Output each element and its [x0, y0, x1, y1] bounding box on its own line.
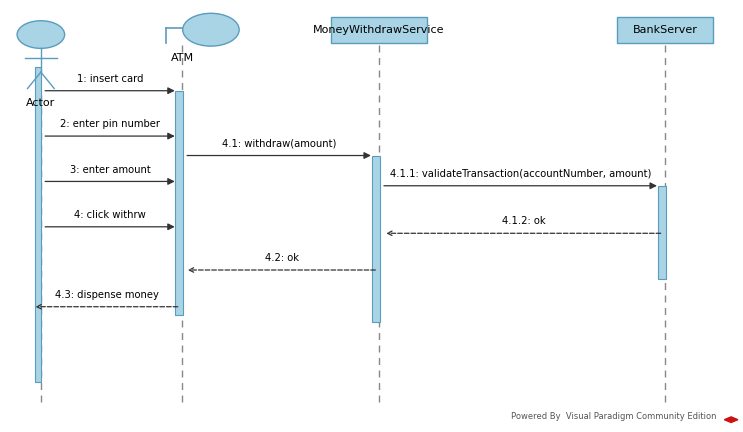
- Text: Actor: Actor: [26, 98, 56, 108]
- Text: 2: enter pin number: 2: enter pin number: [60, 119, 160, 129]
- Text: 4.1.2: ok: 4.1.2: ok: [502, 216, 545, 226]
- Text: 4: click withrw: 4: click withrw: [74, 210, 146, 220]
- FancyBboxPatch shape: [175, 91, 183, 315]
- FancyBboxPatch shape: [372, 156, 380, 322]
- Text: 4.1.1: validateTransaction(accountNumber, amount): 4.1.1: validateTransaction(accountNumber…: [390, 169, 651, 179]
- Text: ATM: ATM: [170, 53, 194, 63]
- Text: 4.3: dispense money: 4.3: dispense money: [55, 290, 158, 300]
- Text: BankServer: BankServer: [632, 25, 698, 35]
- Text: 1: insert card: 1: insert card: [77, 74, 143, 84]
- FancyBboxPatch shape: [617, 17, 713, 43]
- Text: 4.2: ok: 4.2: ok: [265, 253, 299, 263]
- Text: 4.1: withdraw(amount): 4.1: withdraw(amount): [222, 139, 336, 149]
- Circle shape: [183, 13, 239, 46]
- FancyBboxPatch shape: [331, 17, 427, 43]
- Polygon shape: [724, 417, 738, 422]
- Text: MoneyWithdrawService: MoneyWithdrawService: [314, 25, 444, 35]
- Text: Powered By  Visual Paradigm Community Edition: Powered By Visual Paradigm Community Edi…: [511, 412, 717, 421]
- FancyBboxPatch shape: [34, 67, 42, 382]
- FancyBboxPatch shape: [658, 186, 666, 279]
- Circle shape: [17, 21, 65, 48]
- Text: 3: enter amount: 3: enter amount: [70, 165, 150, 175]
